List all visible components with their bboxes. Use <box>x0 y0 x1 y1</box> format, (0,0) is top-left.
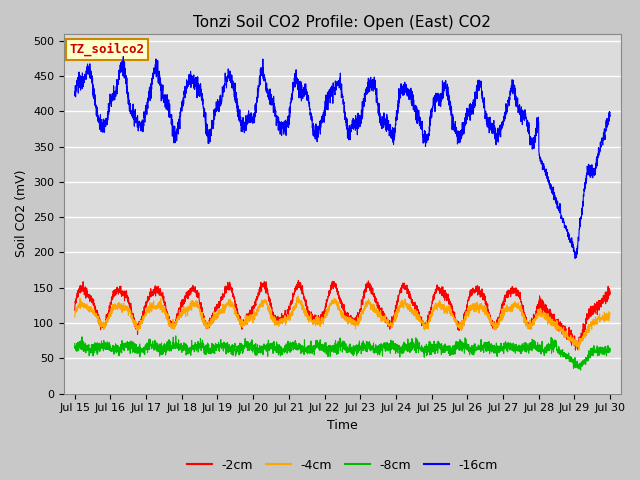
X-axis label: Time: Time <box>327 419 358 432</box>
Y-axis label: Soil CO2 (mV): Soil CO2 (mV) <box>15 170 28 257</box>
Title: Tonzi Soil CO2 Profile: Open (East) CO2: Tonzi Soil CO2 Profile: Open (East) CO2 <box>193 15 492 30</box>
Text: TZ_soilco2: TZ_soilco2 <box>70 43 145 56</box>
Legend: -2cm, -4cm, -8cm, -16cm: -2cm, -4cm, -8cm, -16cm <box>182 454 503 477</box>
